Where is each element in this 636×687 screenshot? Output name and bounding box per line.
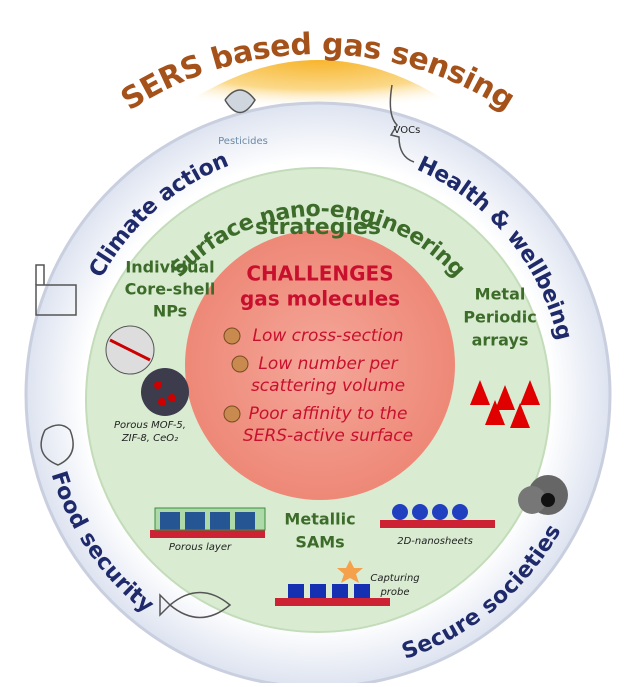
- note: 2D-nanosheets: [397, 536, 473, 547]
- strategy-label: Core-shell: [125, 280, 216, 299]
- note: Porous MOF-5,: [114, 420, 186, 431]
- sad-face: [224, 406, 240, 422]
- challenges-title: CHALLENGES: [246, 262, 393, 286]
- strategy-label: arrays: [472, 331, 529, 350]
- challenge-line: Poor affinity to the: [249, 404, 408, 424]
- sad-face: [232, 356, 248, 372]
- diagram: SERS based gas sensing Climate action He…: [0, 0, 636, 683]
- strategy-label: Individual: [125, 258, 214, 277]
- strategy-label: NPs: [153, 302, 187, 321]
- strategy-label: SAMs: [295, 533, 344, 552]
- note: probe: [379, 587, 409, 598]
- challenge-line: SERS-active surface: [243, 426, 413, 446]
- challenge-line: scattering volume: [251, 376, 405, 396]
- note: ZIF-8, CeO₂: [121, 433, 178, 444]
- challenge-items: Low cross-section Low number perscatterin…: [224, 326, 413, 446]
- sad-face: [224, 328, 240, 344]
- strategy-label: Metallic: [284, 510, 355, 529]
- challenge-line: Low number per: [258, 354, 398, 374]
- note: Capturing: [370, 573, 419, 584]
- icon-label: Pesticides: [218, 136, 268, 147]
- strategy-label: Metal: [475, 285, 526, 304]
- challenge-line: Low cross-section: [253, 326, 404, 346]
- icon-label: VOCs: [394, 125, 421, 136]
- strategies-title: strategies: [255, 215, 381, 240]
- strategy-label: Periodic: [463, 308, 536, 327]
- note: Porous layer: [169, 542, 232, 553]
- challenges-subtitle: gas molecules: [240, 287, 400, 311]
